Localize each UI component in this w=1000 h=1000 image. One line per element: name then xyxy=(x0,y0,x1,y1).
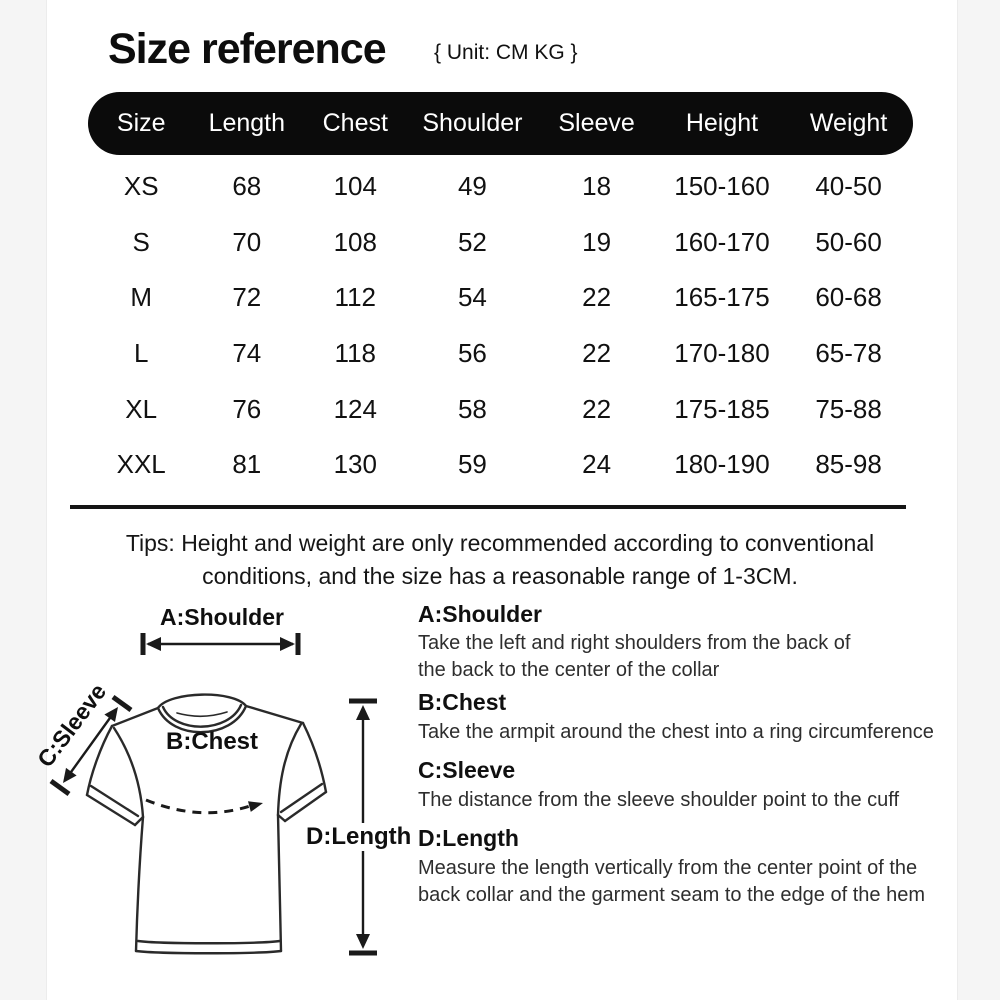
table-cell: 50-60 xyxy=(815,226,882,257)
definition-sleeve-heading: C:Sleeve xyxy=(418,757,516,783)
diagram-shoulder-label: A:Shoulder xyxy=(160,604,284,630)
table-cell: 175-185 xyxy=(674,393,770,424)
table-cell: 19 xyxy=(582,226,612,257)
table-cell: 76 xyxy=(232,393,262,424)
table-cell: 150-160 xyxy=(674,171,770,202)
table-cell: 60-68 xyxy=(815,282,882,313)
table-cell: 85-98 xyxy=(815,449,882,480)
diagram-chest-label: B:Chest xyxy=(166,728,259,755)
size-table: Size Length Chest Shoulder Sleeve Height… xyxy=(88,92,913,493)
tshirt-measurement-diagram xyxy=(49,633,377,956)
table-cell: 104 xyxy=(333,171,377,202)
table-cell: 59 xyxy=(457,449,487,480)
table-cell: 40-50 xyxy=(815,171,882,202)
table-cell: XS xyxy=(123,171,159,202)
table-cell: 165-175 xyxy=(674,282,770,313)
table-cell: 68 xyxy=(232,171,262,202)
table-cell: M xyxy=(130,282,153,313)
table-row-m: M 72 112 54 22 165-175 60-68 xyxy=(88,270,913,326)
table-cell: 112 xyxy=(334,282,376,313)
unit-note: { Unit: CM KG } xyxy=(434,41,578,64)
table-cell: XXL xyxy=(116,449,166,480)
table-cell: 124 xyxy=(333,393,377,424)
column-header-size: Size xyxy=(116,109,166,137)
size-table-body: XS 68 104 49 18 150-160 40-50 S 70 108 5… xyxy=(88,159,913,493)
definition-line: the back to the center of the collar xyxy=(418,659,720,681)
definition-shoulder-text: Take the left and right shoulders from t… xyxy=(418,630,968,684)
table-cell: 49 xyxy=(457,171,487,202)
table-cell: 58 xyxy=(457,393,487,424)
table-cell: 18 xyxy=(582,171,612,202)
definition-shoulder-heading: A:Shoulder xyxy=(418,601,542,627)
table-cell: 22 xyxy=(582,282,612,313)
definition-length-heading: D:Length xyxy=(418,825,519,851)
table-row-xxl: XXL 81 130 59 24 180-190 85-98 xyxy=(88,437,913,493)
definition-line: back collar and the garment seam to the … xyxy=(418,884,925,906)
definition-line: Measure the length vertically from the c… xyxy=(418,857,918,879)
sleeve-measure-arrow xyxy=(49,694,133,797)
table-row-l: L 74 118 56 22 170-180 65-78 xyxy=(88,326,913,382)
table-cell: 24 xyxy=(582,449,612,480)
table-cell: S xyxy=(132,226,150,257)
column-header-sleeve: Sleeve xyxy=(558,109,635,137)
column-header-weight: Weight xyxy=(809,109,888,137)
table-cell: XL xyxy=(125,393,158,424)
chest-measure-arrow xyxy=(145,798,263,815)
definition-line: The distance from the sleeve shoulder po… xyxy=(418,789,900,811)
definition-sleeve-text: The distance from the sleeve shoulder po… xyxy=(418,787,968,814)
table-cell: 70 xyxy=(232,226,262,257)
table-cell: 130 xyxy=(333,449,377,480)
table-cell: 74 xyxy=(232,338,262,369)
table-cell: 72 xyxy=(232,282,262,313)
definition-line: Take the armpit around the chest into a … xyxy=(418,721,934,743)
left-margin-strip xyxy=(0,0,47,1000)
table-cell: 170-180 xyxy=(674,338,770,369)
definition-line: Take the left and right shoulders from t… xyxy=(418,632,851,654)
column-header-chest: Chest xyxy=(322,109,388,137)
tshirt-outline xyxy=(85,693,328,955)
column-header-shoulder: Shoulder xyxy=(422,109,523,137)
tips-text: Tips: Height and weight are only recomme… xyxy=(40,527,960,593)
definition-chest-heading: B:Chest xyxy=(418,689,507,715)
column-header-height: Height xyxy=(685,109,759,137)
table-cell: 180-190 xyxy=(674,449,770,480)
shoulder-measure-arrow xyxy=(140,633,301,655)
table-cell: 54 xyxy=(457,282,487,313)
table-cell: 75-88 xyxy=(815,393,882,424)
definition-chest-text: Take the armpit around the chest into a … xyxy=(418,719,968,746)
diagram-length-label: D:Length xyxy=(304,823,414,851)
size-table-header: Size Length Chest Shoulder Sleeve Height… xyxy=(88,92,913,155)
table-cell: 160-170 xyxy=(674,226,770,257)
column-header-length: Length xyxy=(208,109,286,137)
table-cell: 52 xyxy=(457,226,487,257)
table-cell: 56 xyxy=(457,338,487,369)
table-cell: 81 xyxy=(232,449,262,480)
table-row-xs: XS 68 104 49 18 150-160 40-50 xyxy=(88,159,913,215)
table-row-s: S 70 108 52 19 160-170 50-60 xyxy=(88,215,913,271)
tips-line-1: Tips: Height and weight are only recomme… xyxy=(125,530,875,556)
right-margin-strip xyxy=(957,0,1000,1000)
table-bottom-divider xyxy=(70,505,906,509)
table-cell: 22 xyxy=(582,393,612,424)
definition-length-text: Measure the length vertically from the c… xyxy=(418,855,968,909)
table-cell: 22 xyxy=(582,338,612,369)
table-cell: 118 xyxy=(334,338,376,369)
tips-line-2: conditions, and the size has a reasonabl… xyxy=(202,563,798,589)
table-row-xl: XL 76 124 58 22 175-185 75-88 xyxy=(88,381,913,437)
table-cell: L xyxy=(133,338,149,369)
table-cell: 108 xyxy=(333,226,377,257)
table-cell: 65-78 xyxy=(815,338,882,369)
page-title: Size reference xyxy=(108,25,387,73)
